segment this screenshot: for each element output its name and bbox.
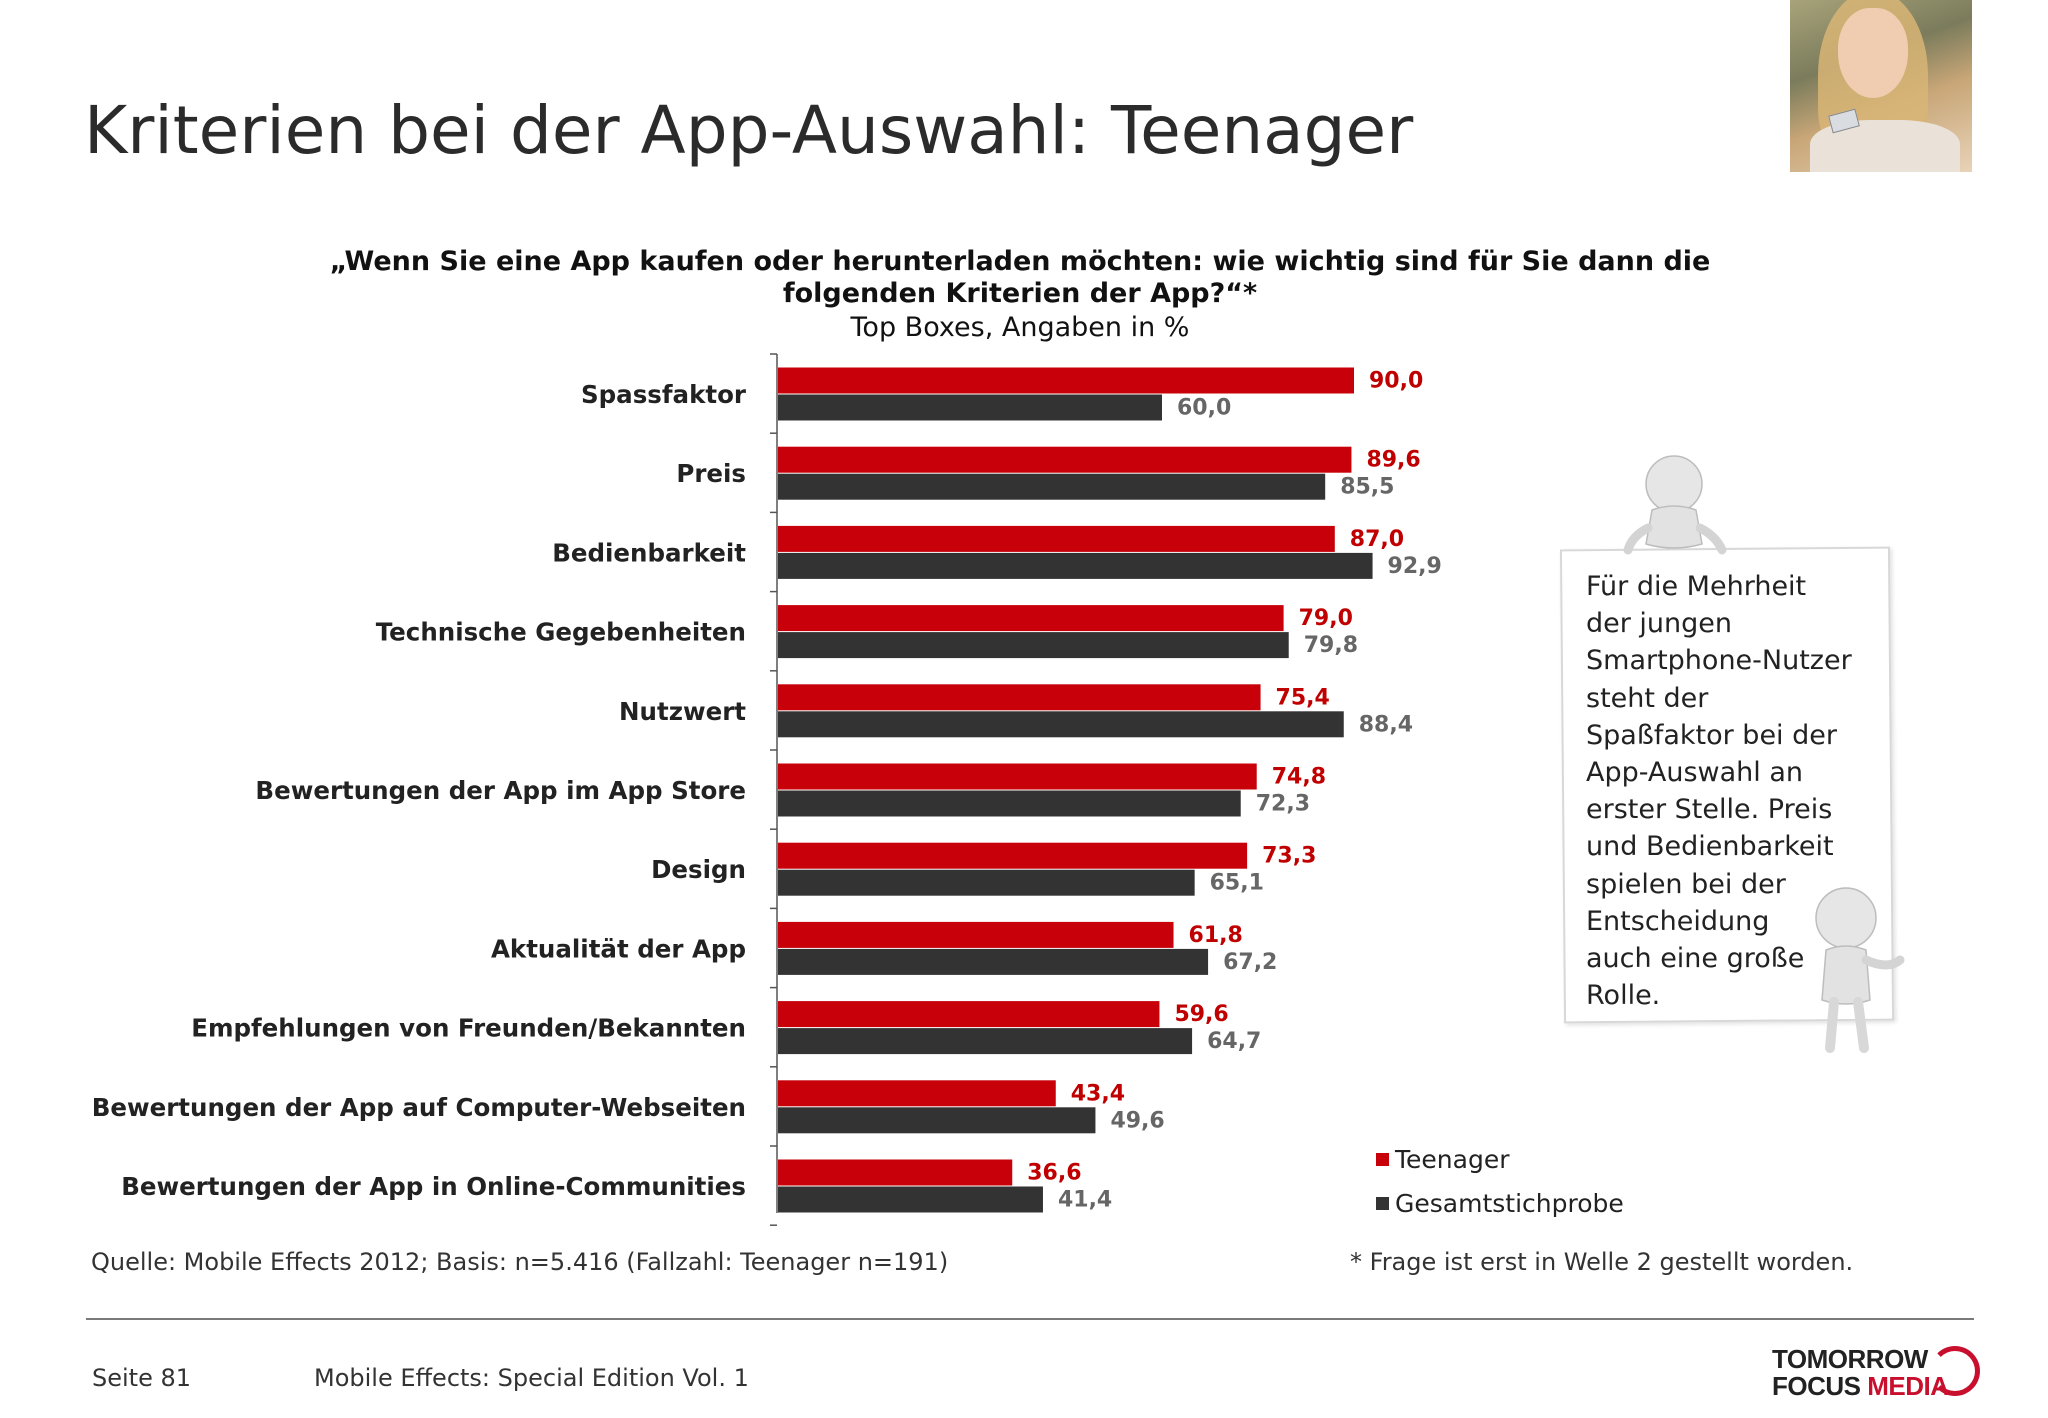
chart-question: „Wenn Sie eine App kaufen oder herunterl…	[300, 246, 1740, 310]
callout-line: App-Auswahl an	[1586, 757, 1804, 789]
callout-line: Spaßfaktor bei der	[1586, 719, 1837, 751]
legend-swatch-gesamt	[1376, 1196, 1389, 1210]
legend-item-gesamt: Gesamtstichprobe	[1376, 1182, 1624, 1226]
data-label-teenager: 61,8	[1189, 923, 1243, 948]
category-label: Bedienbarkeit	[552, 538, 746, 567]
category-label: Nutzwert	[619, 697, 746, 726]
data-label-gesamtstichprobe: 88,4	[1359, 712, 1413, 737]
bar-teenager	[778, 842, 1248, 869]
callout-text: Für die Mehrheit der jungen Smartphone-Nut…	[1586, 568, 1876, 1014]
category-label: Aktualität der App	[491, 934, 746, 963]
chart-question-line1: „Wenn Sie eine App kaufen oder herunterl…	[329, 246, 1711, 277]
footer-divider	[86, 1318, 1974, 1320]
callout-line: Entscheidung	[1586, 905, 1770, 937]
legend-label-gesamt: Gesamtstichprobe	[1395, 1189, 1624, 1218]
data-label-teenager: 79,0	[1299, 606, 1353, 631]
source-note: Quelle: Mobile Effects 2012; Basis: n=5.…	[91, 1248, 949, 1276]
chart-legend: Teenager Gesamtstichprobe	[1376, 1138, 1624, 1226]
bar-gesamtstichprobe	[778, 1107, 1096, 1134]
data-label-gesamtstichprobe: 64,7	[1207, 1029, 1261, 1054]
company-logo: TOMORROW FOCUS MEDIA	[1772, 1346, 1949, 1400]
bar-gesamtstichprobe	[778, 473, 1326, 500]
chart-question-line2: folgenden Kriterien der App?“*	[782, 278, 1258, 309]
category-label: Bewertungen der App im App Store	[255, 776, 746, 805]
edition-label: Mobile Effects: Special Edition Vol. 1	[314, 1364, 749, 1392]
category-label: Preis	[676, 459, 746, 488]
category-label: Spassfaktor	[581, 380, 747, 409]
bar-teenager	[778, 446, 1352, 473]
data-label-gesamtstichprobe: 85,5	[1340, 475, 1394, 500]
figure-bottom-icon	[1815, 887, 1905, 1053]
bar-teenager	[778, 684, 1261, 711]
bar-gesamtstichprobe	[778, 1186, 1043, 1213]
logo-line1: TOMORROW	[1772, 1344, 1928, 1374]
callout-line: erster Stelle. Preis	[1586, 794, 1833, 826]
bar-teenager	[778, 605, 1284, 632]
legend-swatch-teenager	[1376, 1152, 1389, 1166]
data-label-gesamtstichprobe: 49,6	[1110, 1108, 1164, 1133]
bar-teenager	[778, 367, 1354, 394]
data-label-gesamtstichprobe: 79,8	[1304, 633, 1358, 658]
data-label-teenager: 73,3	[1262, 844, 1316, 869]
category-label: Bewertungen der App in Online-Communitie…	[121, 1172, 746, 1201]
legend-item-teenager: Teenager	[1376, 1138, 1624, 1182]
data-label-teenager: 36,6	[1027, 1161, 1081, 1186]
bar-gesamtstichprobe	[778, 1028, 1193, 1055]
teen-photo	[1790, 0, 1972, 172]
category-label: Design	[651, 855, 746, 884]
data-label-teenager: 87,0	[1350, 527, 1404, 552]
category-label: Empfehlungen von Freunden/Bekannten	[191, 1014, 746, 1043]
data-label-teenager: 59,6	[1174, 1002, 1228, 1027]
data-label-teenager: 75,4	[1276, 685, 1330, 710]
data-label-teenager: 89,6	[1366, 448, 1420, 473]
callout-line: auch eine große	[1586, 943, 1805, 975]
callout-line: Rolle.	[1586, 980, 1661, 1012]
data-label-teenager: 43,4	[1071, 1081, 1125, 1106]
data-label-teenager: 74,8	[1272, 765, 1326, 790]
bar-gesamtstichprobe	[778, 394, 1162, 421]
logo-ring-icon	[1930, 1346, 1980, 1396]
chart-subtitle: Top Boxes, Angaben in %	[850, 312, 1190, 343]
data-label-gesamtstichprobe: 60,0	[1177, 396, 1231, 421]
figure-top-icon	[1623, 455, 1727, 555]
photo-face	[1838, 8, 1908, 98]
page-title: Kriterien bei der App-Auswahl: Teenager	[84, 92, 1414, 169]
callout-line: und Bedienbarkeit	[1586, 831, 1834, 863]
callout-line: Smartphone-Nutzer	[1586, 645, 1852, 677]
legend-label-teenager: Teenager	[1395, 1145, 1510, 1174]
data-label-gesamtstichprobe: 92,9	[1388, 554, 1442, 579]
callout-line: spielen bei der	[1586, 868, 1786, 900]
bar-teenager	[778, 921, 1174, 948]
page-number: Seite 81	[92, 1364, 192, 1392]
bar-teenager	[778, 763, 1257, 790]
bar-gesamtstichprobe	[778, 869, 1195, 896]
bar-gesamtstichprobe	[778, 790, 1241, 817]
data-label-gesamtstichprobe: 67,2	[1223, 950, 1277, 975]
bar-gesamtstichprobe	[778, 632, 1289, 659]
logo-line2a: FOCUS	[1772, 1371, 1868, 1401]
bar-gesamtstichprobe	[778, 552, 1373, 579]
callout-line: steht der	[1586, 682, 1709, 714]
category-label: Technische Gegebenheiten	[376, 618, 746, 647]
data-label-teenager: 90,0	[1369, 369, 1423, 394]
data-label-gesamtstichprobe: 41,4	[1058, 1188, 1112, 1213]
bar-teenager	[778, 1001, 1160, 1028]
bar-gesamtstichprobe	[778, 948, 1209, 975]
bar-teenager	[778, 1159, 1013, 1186]
callout-line: der jungen	[1586, 608, 1733, 640]
callout-line: Für die Mehrheit	[1586, 571, 1807, 602]
bar-teenager	[778, 1080, 1056, 1107]
bar-teenager	[778, 525, 1335, 552]
category-label: Bewertungen der App auf Computer-Webseit…	[92, 1093, 746, 1122]
data-label-gesamtstichprobe: 72,3	[1256, 792, 1310, 817]
footnote: * Frage ist erst in Welle 2 gestellt wor…	[1350, 1248, 1854, 1276]
bar-gesamtstichprobe	[778, 711, 1344, 738]
data-label-gesamtstichprobe: 65,1	[1210, 871, 1264, 896]
